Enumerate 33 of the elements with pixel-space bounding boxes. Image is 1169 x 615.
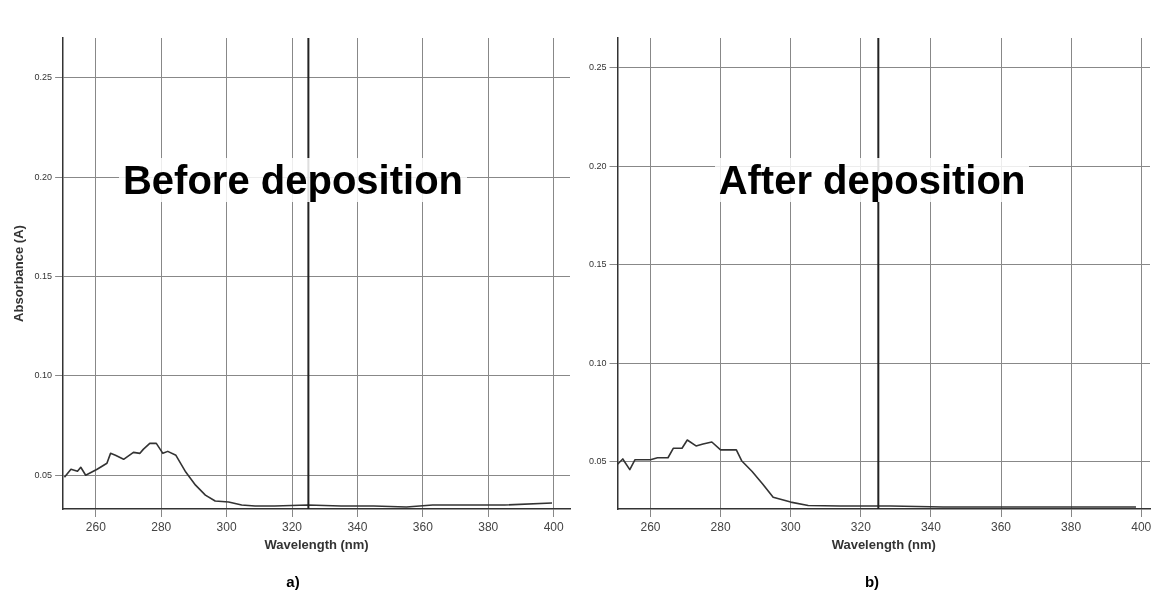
y-tick-label: 0.10 [34,370,53,381]
x-tick-label: 360 [412,519,434,534]
x-tick-label: 380 [478,519,499,534]
x-tick-label: 300 [216,519,237,534]
y-axis-title: Absorbance (A) [11,225,27,322]
x-axis-title: Wavelength (nm) [831,536,936,552]
x-axis-title: Wavelength (nm) [264,536,369,552]
y-tick-label: 0.15 [34,270,53,281]
x-tick-label: 340 [920,519,942,534]
x-tick-label: 340 [347,519,368,534]
y-tick-label: 0.25 [34,72,53,83]
x-tick-label: 400 [1131,519,1152,534]
x-tick-label: 360 [991,519,1012,534]
annotation: After deposition [714,158,1030,202]
y-tick-label: 0.05 [588,456,607,467]
y-tick-label: 0.25 [588,62,607,73]
x-tick-label: 380 [1061,519,1082,534]
text: b) [863,573,881,590]
y-tick-label: 0.20 [34,171,53,182]
y-tick-label: 0.15 [588,259,607,270]
x-tick-label: 300 [780,519,802,534]
x-tick-label: 320 [282,519,303,534]
y-tick-label: 0.10 [588,357,607,368]
x-tick-label: 280 [151,519,172,534]
y-tick-label: 0.05 [34,469,53,480]
x-tick-label: 260 [640,519,661,534]
annotation: Before deposition [118,158,468,202]
x-tick-label: 260 [85,519,107,534]
text: a) [285,573,301,590]
x-tick-label: 280 [710,519,731,534]
x-tick-label: 400 [543,519,564,534]
y-tick-label: 0.20 [588,160,607,171]
x-tick-label: 320 [850,519,872,534]
